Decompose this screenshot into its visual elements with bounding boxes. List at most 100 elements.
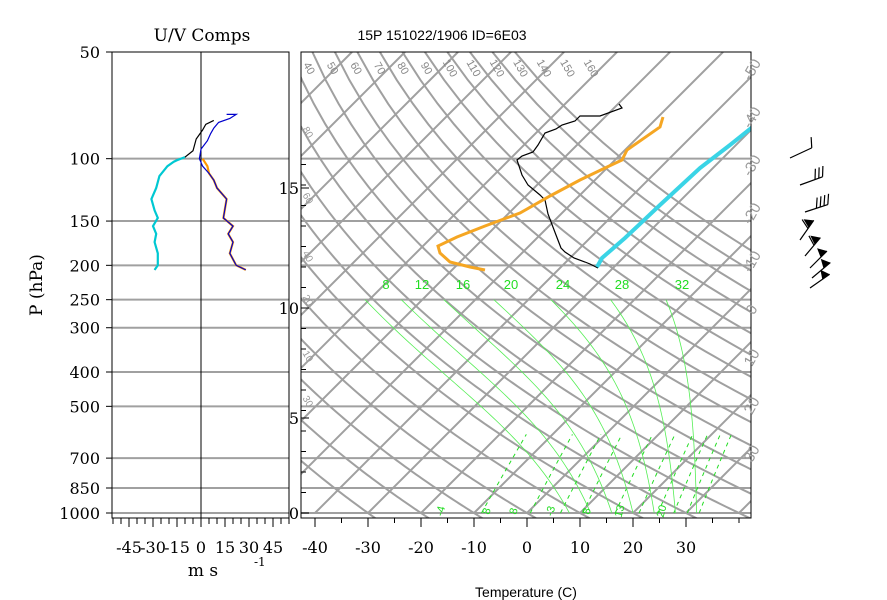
dry-adiabat [301, 213, 699, 518]
barb-feather [801, 219, 809, 229]
mixing-ratio-line [673, 434, 709, 514]
uv-speed-label: -30 [140, 538, 166, 557]
barb-feather [821, 166, 824, 177]
moist-adiabat [364, 299, 570, 514]
moist-adiabat [401, 299, 591, 514]
isotherm [301, 52, 671, 423]
mixing-ratio-line [529, 434, 573, 514]
uv-series-line [198, 113, 247, 271]
theta-label: 90 [418, 60, 435, 77]
skewt-temperature-line [436, 116, 665, 272]
uv-panel-xlabel-exponent: -1 [254, 555, 266, 569]
adiabat-label: 60 [300, 191, 315, 207]
uv-speed-label: -45 [116, 538, 142, 557]
temp-label: -20 [408, 538, 434, 557]
moist-adiabat [550, 299, 655, 514]
isotherm [632, 393, 751, 514]
isotherm-label: -40 [739, 104, 765, 131]
temp-label: -30 [355, 538, 381, 557]
height-label: 15 [279, 179, 299, 198]
isotherm [420, 181, 751, 514]
wind-barb [809, 269, 831, 289]
dry-adiabat [401, 52, 751, 356]
barb-flag [803, 219, 814, 228]
isotherm-label: 20 [741, 394, 764, 417]
skewt-grid [301, 52, 751, 518]
dry-adiabat [301, 255, 645, 518]
theta-label: 60 [347, 60, 364, 77]
theta-label: 110 [464, 58, 483, 79]
isotherm [738, 499, 751, 514]
uv-speed-label: 45 [263, 538, 283, 557]
temp-label: -40 [302, 538, 328, 557]
mixing-ratio-line [614, 434, 653, 514]
mixing-ratio-line [638, 434, 676, 514]
skewt-series [436, 103, 751, 272]
barb-feather [814, 168, 816, 180]
wind-barbs [789, 137, 831, 289]
barb-feather [819, 196, 822, 208]
dry-adiabat [356, 52, 751, 401]
mixing-ratio-line [698, 434, 732, 514]
wind-barb [799, 166, 824, 186]
barb-staff [799, 219, 815, 241]
mixing-ratio-label: 8 [382, 277, 389, 292]
isotherm-label: -20 [739, 200, 765, 227]
barb-flag [820, 258, 831, 269]
isotherm-label: 30 [741, 442, 764, 465]
dry-adiabat [469, 52, 751, 293]
height-label: 5 [289, 409, 299, 428]
uv-pressure-label: 100 [69, 150, 100, 169]
uv-panel-axes: 501001502002503004005007008501000-45-30-… [59, 43, 290, 557]
theta-label: 70 [371, 60, 388, 77]
temp-label: 10 [570, 538, 590, 557]
uv-panel-ylabel: P (hPa) [27, 254, 47, 316]
wind-barb [804, 235, 821, 257]
dry-adiabat [491, 52, 751, 272]
wetbulb-label: 8 [481, 507, 494, 516]
theta-label: 40 [300, 60, 317, 77]
mixing-ratio-label: 20 [504, 277, 518, 292]
uv-pressure-label: 500 [69, 397, 100, 416]
uv-pressure-label: 850 [69, 479, 100, 498]
isotherm [301, 52, 618, 370]
dry-adiabat [301, 378, 484, 518]
skewt-frame [300, 51, 752, 519]
theta-label: 160 [581, 58, 601, 80]
dry-adiabat [301, 459, 377, 518]
wetbulb-label: 20 [655, 504, 670, 519]
barb-staff [809, 273, 831, 289]
uv-panel-title: U/V Comps [154, 26, 251, 46]
barb-feather [808, 235, 815, 246]
uv-panel-grid [112, 52, 289, 518]
theta-label: 50 [324, 60, 341, 77]
uv-pressure-label: 300 [69, 319, 100, 338]
wetbulb-label: 8 [581, 507, 594, 516]
isotherm [579, 340, 751, 514]
skewt-parcel-line [595, 125, 751, 268]
wind-barb [809, 248, 828, 269]
isotherm-label: -50 [739, 56, 765, 83]
barb-staff [789, 147, 813, 159]
barb-feather [815, 197, 818, 209]
barb-flag [810, 235, 821, 245]
wetbulb-label: -4 [434, 505, 448, 518]
isotherm [526, 287, 751, 514]
theta-label: 150 [557, 58, 577, 80]
barb-flag [820, 269, 830, 280]
theta-label: 100 [440, 58, 460, 80]
temp-label: 20 [623, 538, 643, 557]
mixing-ratio-label: 24 [556, 277, 570, 292]
mixing-ratio-line [560, 434, 602, 514]
isotherm-label: 0 [743, 302, 762, 318]
wetbulb-label: 8 [508, 507, 521, 516]
adiabat-label: 10 [300, 349, 315, 365]
isotherm-label: 10 [741, 346, 764, 369]
barb-staff [809, 250, 828, 269]
skewt-panel-title: 15P 151022/1906 ID=6E03 [357, 27, 526, 43]
dry-adiabat [301, 124, 751, 495]
uv-series-line [150, 156, 186, 271]
mixing-ratio-label: 12 [415, 277, 429, 292]
moist-adiabat [443, 299, 613, 514]
